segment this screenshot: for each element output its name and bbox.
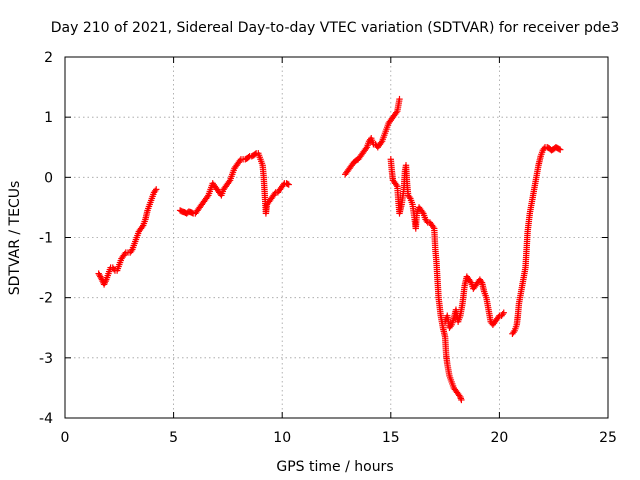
data-point [393, 181, 400, 189]
x-tick-label: 20 [490, 430, 508, 446]
data-point [153, 186, 160, 193]
data-point [251, 150, 259, 158]
data-point [245, 153, 252, 161]
data-point [495, 314, 502, 321]
data-point [555, 145, 563, 153]
axis-ticks: 0 5 10 15 20 25 -4 -3 -2 -1 0 1 2 [39, 50, 617, 446]
data-point [423, 217, 430, 225]
data-point [447, 323, 454, 330]
data-point [121, 250, 128, 258]
data-point [225, 178, 233, 186]
data-point [557, 146, 564, 153]
data-point [540, 145, 548, 152]
data-point [204, 193, 211, 201]
data-point [188, 209, 196, 217]
x-tick-label: 25 [599, 430, 617, 446]
data-point [138, 223, 146, 231]
data-point [151, 187, 159, 195]
x-tick-label: 10 [273, 430, 291, 446]
grid-lines [65, 57, 608, 418]
y-tick-label: -1 [39, 231, 53, 247]
data-point [499, 311, 506, 318]
y-tick-label: 2 [44, 50, 53, 66]
data-point [128, 247, 135, 255]
x-axis-label: GPS time / hours [276, 459, 393, 475]
data-point [419, 208, 426, 216]
y-tick-label: -2 [39, 291, 53, 307]
data-point [393, 109, 400, 116]
data-point [477, 277, 485, 285]
x-tick-label: 15 [382, 430, 400, 446]
y-tick-label: -4 [39, 411, 53, 427]
x-tick-label: 0 [61, 430, 70, 446]
data-point [466, 277, 474, 285]
data-point [396, 95, 403, 103]
data-point [500, 309, 507, 316]
data-point [271, 190, 278, 198]
data-point [510, 329, 517, 336]
chart-title: Day 210 of 2021, Sidereal Day-to-day VTE… [51, 20, 620, 36]
y-tick-label: -3 [39, 351, 53, 367]
data-point [284, 180, 291, 188]
data-point [377, 139, 385, 146]
x-tick-label: 5 [169, 430, 178, 446]
data-point [362, 145, 370, 152]
y-tick-label: 1 [44, 110, 53, 126]
data-point [458, 396, 465, 404]
data-point [406, 193, 413, 201]
data-point [236, 157, 244, 164]
y-tick-label: 0 [44, 170, 53, 186]
data-point [285, 181, 292, 188]
y-axis-label: SDTVAR / TECUs [7, 181, 23, 296]
data-markers [95, 95, 564, 404]
data-point [280, 181, 287, 189]
data-point [429, 223, 437, 231]
